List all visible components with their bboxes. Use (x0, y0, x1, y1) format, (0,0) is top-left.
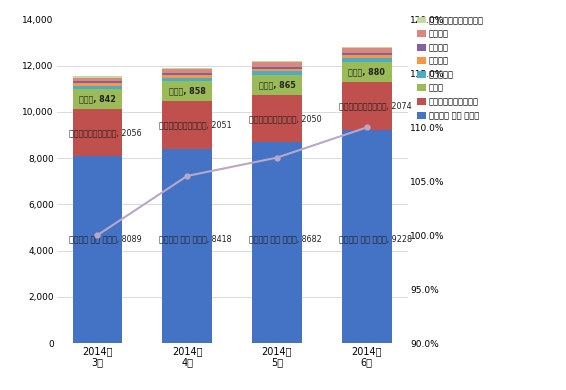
Bar (342, 53, 392, 55)
Text: タイムズ カー プラス, 8418: タイムズ カー プラス, 8418 (159, 235, 231, 244)
Text: カレコ, 865: カレコ, 865 (259, 81, 295, 90)
Bar (162, 68, 212, 69)
Text: タイムズ カー プラス, 9228: タイムズ カー プラス, 9228 (338, 235, 411, 244)
Bar (342, 55, 392, 58)
Bar (252, 67, 302, 69)
Bar (342, 130, 392, 343)
Text: タイムズ カー プラス, 8089: タイムズ カー プラス, 8089 (69, 235, 142, 244)
Legend: カーシェアリング・ワン, ロシェア, エコロカ, カリテコ, アースカー, カレコ, オリックスカーシェア, タイムズ カー プラス: カーシェアリング・ワン, ロシェア, エコロカ, カリテコ, アースカー, カレ… (417, 16, 484, 120)
Bar (72, 78, 122, 82)
Bar (252, 71, 302, 75)
Bar (252, 61, 302, 62)
Text: オリックスカーシェア, 2051: オリックスカーシェア, 2051 (159, 121, 231, 129)
Bar (72, 89, 122, 109)
Text: オリックスカーシェア, 2056: オリックスカーシェア, 2056 (69, 128, 142, 137)
Bar (342, 48, 392, 53)
Bar (342, 46, 392, 48)
Text: カレコ, 842: カレコ, 842 (79, 94, 115, 103)
Bar (162, 101, 212, 149)
Bar (252, 69, 302, 71)
Text: オリックスカーシェア, 2074: オリックスカーシェア, 2074 (338, 101, 411, 110)
Bar (162, 69, 212, 73)
Bar (342, 58, 392, 62)
Bar (162, 81, 212, 101)
Bar (162, 149, 212, 343)
Bar (162, 75, 212, 78)
Bar (72, 109, 122, 156)
Text: オリックスカーシェア, 2050: オリックスカーシェア, 2050 (248, 114, 321, 123)
Bar (72, 83, 122, 85)
Bar (342, 62, 392, 82)
Bar (162, 73, 212, 75)
Bar (342, 82, 392, 130)
Bar (72, 156, 122, 343)
Bar (162, 78, 212, 81)
Text: タイムズ カー プラス, 8682: タイムズ カー プラス, 8682 (248, 235, 321, 244)
Bar (72, 76, 122, 78)
Text: カレコ, 880: カレコ, 880 (349, 67, 385, 76)
Text: カレコ, 858: カレコ, 858 (169, 87, 205, 96)
Bar (252, 75, 302, 95)
Bar (252, 142, 302, 343)
Bar (72, 85, 122, 89)
Bar (252, 62, 302, 67)
Bar (72, 82, 122, 83)
Bar (252, 95, 302, 142)
